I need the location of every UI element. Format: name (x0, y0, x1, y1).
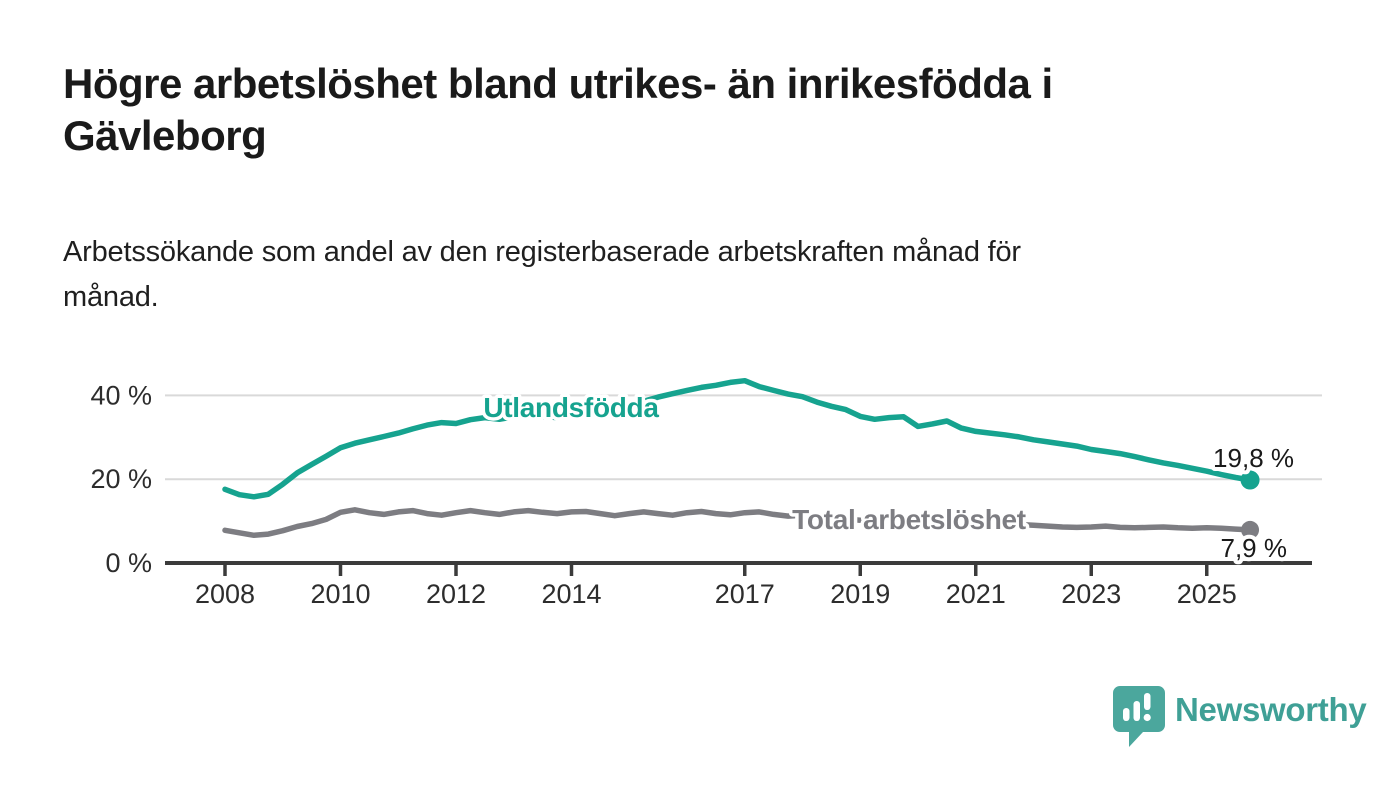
x-tick-label-2008: 2008 (195, 579, 255, 609)
title-line-1: Högre arbetslöshet bland utrikes- än inr… (63, 60, 1053, 107)
series-end-dot-utlandsfodda (1240, 470, 1260, 490)
page-title: Högre arbetslöshet bland utrikes- än inr… (63, 58, 1343, 162)
x-tick-label-2014: 2014 (541, 579, 601, 609)
x-tick-label-2019: 2019 (830, 579, 890, 609)
series-line-total (222, 507, 1253, 539)
x-tick-label-2012: 2012 (426, 579, 486, 609)
subtitle-line-1: Arbetssökande som andel av den registerb… (63, 236, 1021, 268)
newsworthy-logo: Newsworthy (1113, 684, 1367, 750)
x-tick-label-2025: 2025 (1177, 579, 1237, 609)
end-value-label-utlandsfodda: 19,8 % (1213, 443, 1294, 473)
series-line-utlandsfodda (222, 377, 1253, 500)
gridlines (165, 394, 1322, 481)
x-axis (165, 561, 1312, 576)
series-end-dot-total (1241, 520, 1260, 539)
series-lines (222, 377, 1260, 539)
x-axis-labels: 2008 2010 2012 2014 2017 2019 2021 2023 2025 (195, 579, 1237, 609)
newsworthy-badge-icon (1113, 686, 1165, 747)
newsworthy-wordmark: Newsworthy (1175, 690, 1367, 728)
series-label-total: Total arbetslöshet (792, 504, 1026, 535)
x-tick-label-2010: 2010 (310, 579, 370, 609)
subtitle-line-2: månad. (63, 280, 159, 313)
x-tick-label-2017: 2017 (715, 579, 775, 609)
y-axis-labels: 0 % 20 % 40 % (90, 380, 152, 578)
x-tick-label-2023: 2023 (1061, 579, 1121, 609)
title-line-2: Gävleborg (63, 112, 267, 160)
chart-subtitle: Arbetssökande som andel av den registerb… (63, 230, 1283, 320)
series-label-utlandsfodda: Utlandsfödda (483, 392, 659, 423)
y-tick-label-40: 40 % (90, 380, 152, 410)
end-value-label-total: 7,9 % (1221, 533, 1288, 563)
y-tick-label-20: 20 % (90, 464, 152, 494)
x-tick-label-2021: 2021 (946, 579, 1006, 609)
y-tick-label-0: 0 % (105, 548, 152, 578)
